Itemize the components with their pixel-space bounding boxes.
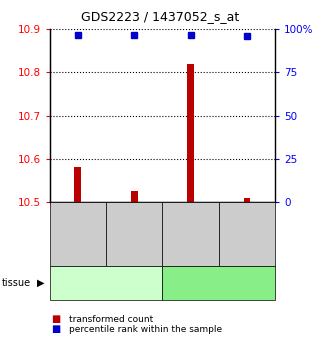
Text: ■: ■ <box>51 325 60 334</box>
Text: transformed count: transformed count <box>69 315 153 324</box>
Bar <box>187 64 194 202</box>
Bar <box>244 197 250 202</box>
Text: GSM82633: GSM82633 <box>243 209 252 258</box>
Text: testis: testis <box>204 278 234 288</box>
Bar <box>75 167 81 202</box>
Text: GSM82632: GSM82632 <box>186 209 195 258</box>
Text: tissue: tissue <box>2 278 31 288</box>
Text: percentile rank within the sample: percentile rank within the sample <box>69 325 222 334</box>
Text: ovary: ovary <box>90 278 122 288</box>
Text: ▶: ▶ <box>37 278 44 288</box>
Text: GSM82631: GSM82631 <box>130 209 139 258</box>
Bar <box>131 191 138 202</box>
Text: GDS2223 / 1437052_s_at: GDS2223 / 1437052_s_at <box>81 10 239 23</box>
Text: GSM82630: GSM82630 <box>73 209 82 258</box>
Text: ■: ■ <box>51 314 60 324</box>
